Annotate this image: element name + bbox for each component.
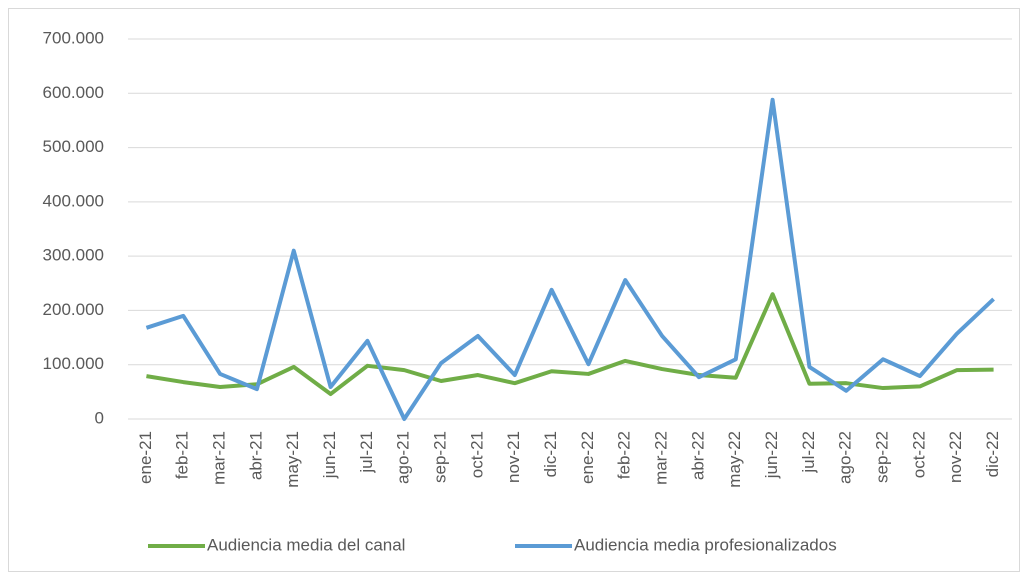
x-tick-label: abr-22 <box>688 431 707 480</box>
y-tick-label: 200.000 <box>43 300 104 319</box>
y-tick-label: 500.000 <box>43 137 104 156</box>
series-line <box>145 97 995 421</box>
x-tick-label: mar-21 <box>210 431 229 485</box>
x-tick-label: feb-21 <box>173 431 192 479</box>
y-tick-label: 300.000 <box>43 246 104 265</box>
x-tick-label: ago-22 <box>836 431 855 484</box>
x-tick-label: jun-22 <box>762 431 781 479</box>
x-tick-label: abr-21 <box>246 431 265 480</box>
x-tick-label: sep-21 <box>431 431 450 483</box>
x-tick-label: oct-21 <box>467 431 486 478</box>
x-tick-label: nov-22 <box>946 431 965 483</box>
y-tick-label: 400.000 <box>43 191 104 210</box>
chart-frame <box>8 8 1020 572</box>
x-tick-label: feb-22 <box>615 431 634 479</box>
x-tick-label: may-22 <box>725 431 744 488</box>
legend-label: Audiencia media profesionalizados <box>574 535 837 554</box>
x-tick-label: oct-22 <box>909 431 928 478</box>
y-tick-label: 100.000 <box>43 354 104 373</box>
x-tick-label: nov-21 <box>504 431 523 483</box>
x-tick-label: sep-22 <box>873 431 892 483</box>
x-tick-label: dic-22 <box>983 431 1002 477</box>
x-tick-label: jul-21 <box>357 431 376 474</box>
y-tick-label: 0 <box>95 408 104 427</box>
x-tick-label: jun-21 <box>320 431 339 479</box>
x-tick-label: ene-22 <box>578 431 597 484</box>
x-tick-label: mar-22 <box>652 431 671 485</box>
x-tick-label: may-21 <box>283 431 302 488</box>
x-tick-label: dic-21 <box>541 431 560 477</box>
y-tick-label: 600.000 <box>43 83 104 102</box>
x-tick-label: jul-22 <box>799 431 818 474</box>
x-tick-label: ene-21 <box>136 431 155 484</box>
legend-label: Audiencia media del canal <box>207 535 405 554</box>
x-tick-label: ago-21 <box>394 431 413 484</box>
y-tick-label: 700.000 <box>43 28 104 47</box>
